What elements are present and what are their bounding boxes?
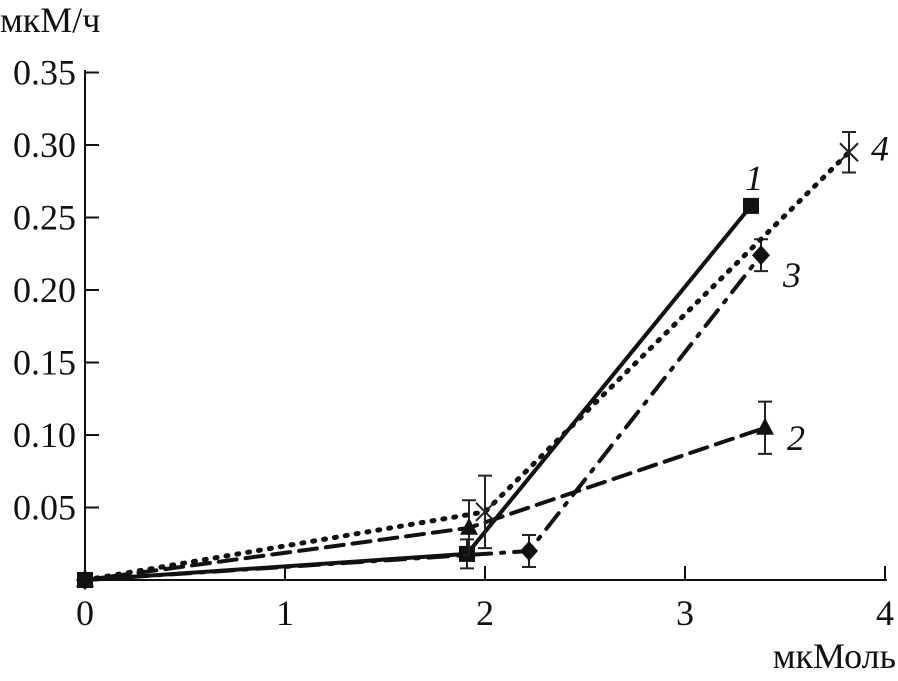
x-tick-label: 4 (876, 593, 894, 633)
data-point (743, 197, 759, 214)
data-point (756, 417, 774, 435)
series-line (82, 149, 852, 583)
data-point (459, 545, 475, 562)
x-axis-label: мкМоль (773, 636, 896, 676)
data-point (460, 517, 478, 535)
data-point (520, 541, 538, 561)
series-label: 2 (787, 418, 805, 458)
x-tick-label: 1 (276, 593, 294, 633)
y-axis-label: мкМ/ч (0, 0, 100, 40)
y-tick-label: 0.20 (13, 270, 76, 310)
y-tick-label: 0.35 (13, 53, 76, 93)
data-point (752, 245, 770, 266)
y-tick-label: 0.10 (13, 415, 76, 455)
series-label: 4 (871, 128, 889, 168)
x-tick-label: 2 (476, 593, 494, 633)
data-point (839, 142, 859, 162)
y-tick-label: 0.25 (13, 198, 76, 238)
data-point (77, 572, 93, 588)
series-line (83, 253, 763, 582)
series-3: 3 (76, 238, 801, 590)
y-tick-label: 0.05 (13, 488, 76, 528)
series-2: 2 (76, 400, 805, 587)
y-tick-label: 0.15 (13, 343, 76, 383)
y-tick-label: 0.30 (13, 125, 76, 165)
data-point (475, 502, 495, 522)
series-label: 1 (745, 158, 763, 198)
series-label: 3 (782, 255, 801, 295)
x-tick-label: 3 (676, 593, 694, 633)
x-tick-label: 0 (76, 593, 94, 633)
series-4: 4 (77, 128, 889, 588)
